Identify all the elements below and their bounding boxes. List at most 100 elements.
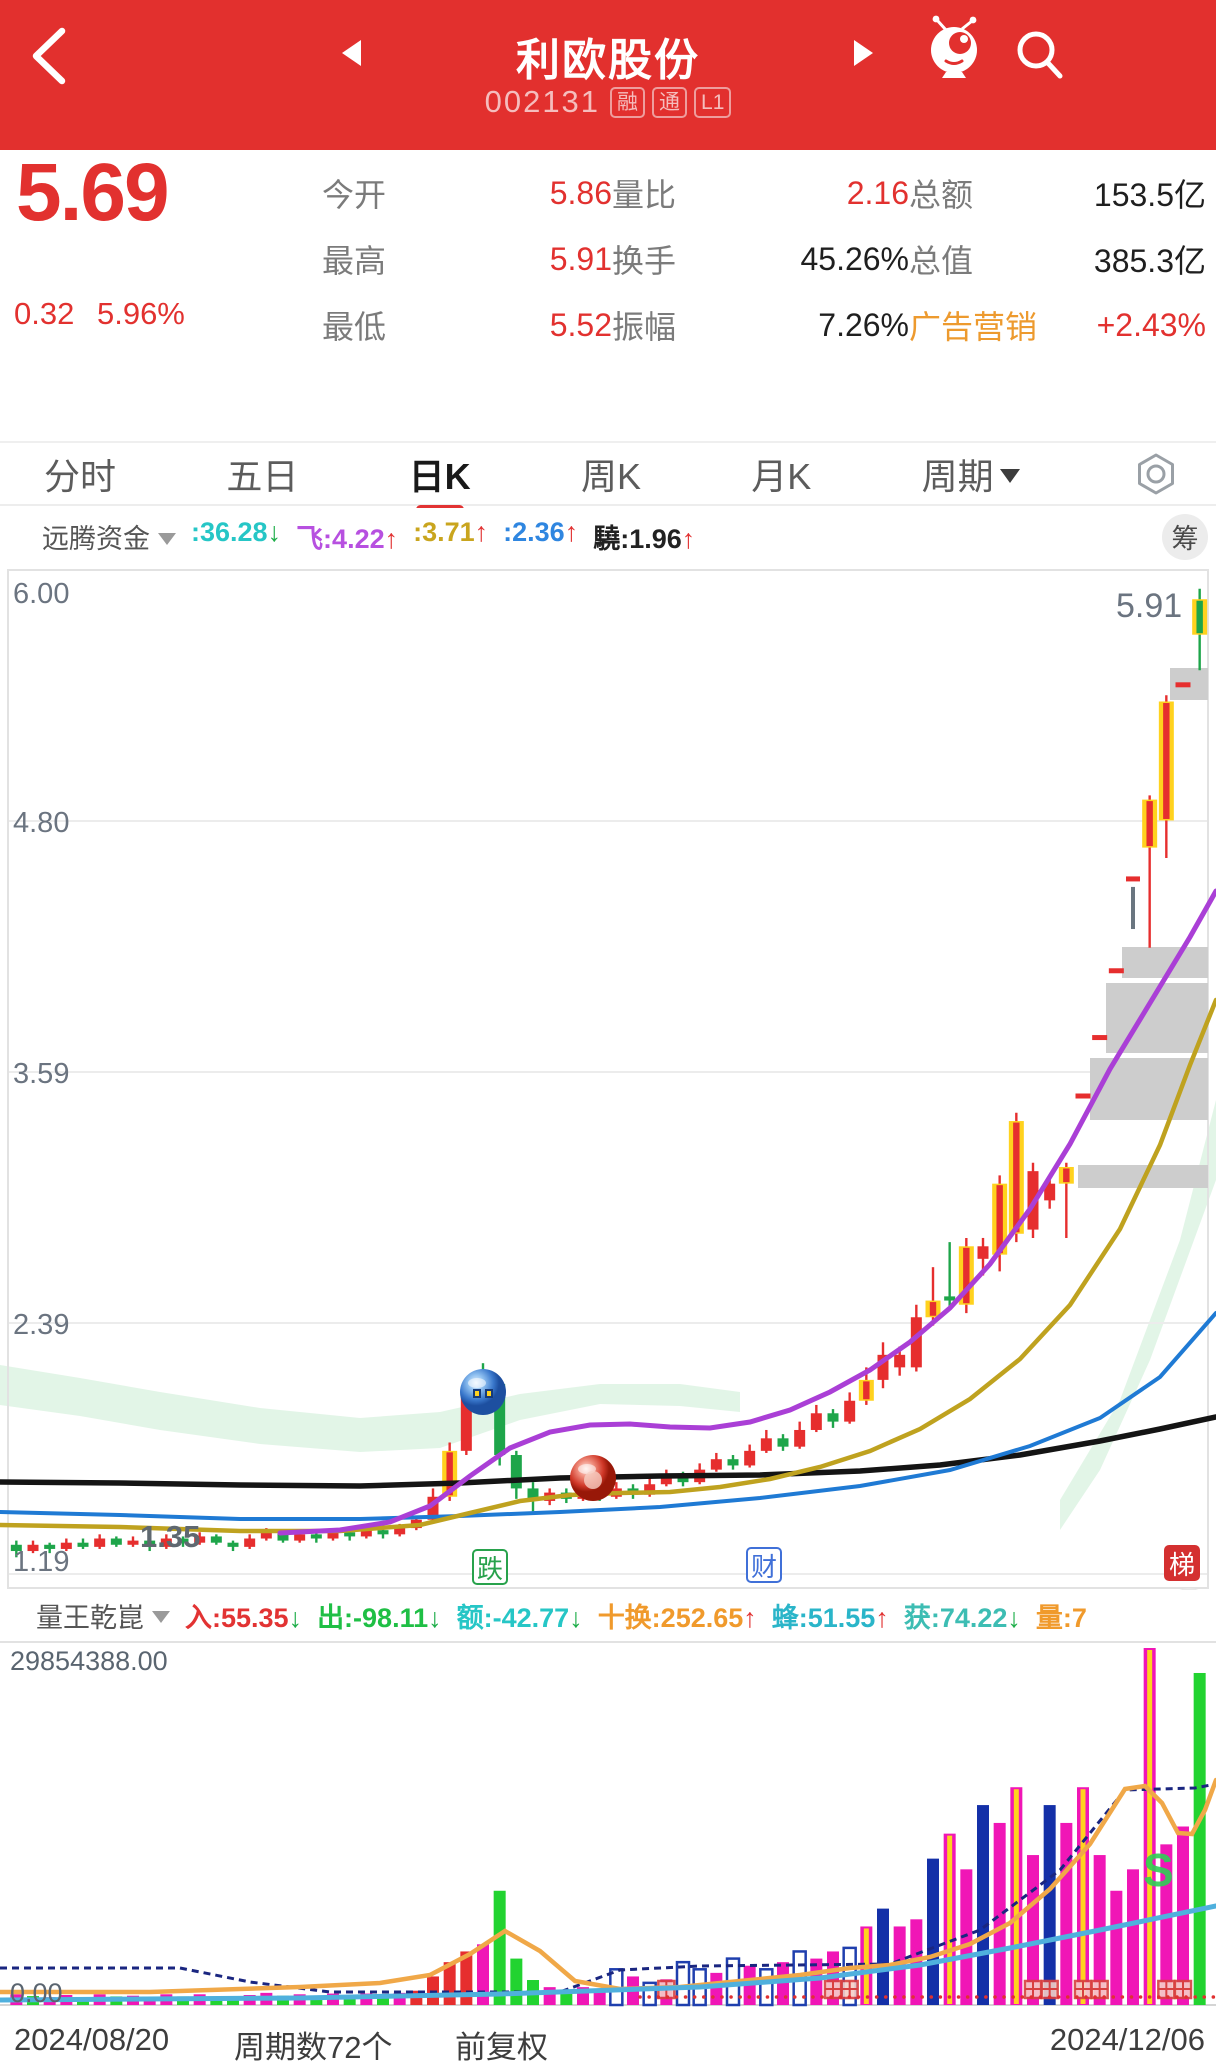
change-amount: 0.32 bbox=[14, 296, 75, 331]
stat-value: 385.3亿 bbox=[1093, 243, 1206, 279]
ref-price-label: 1.35 bbox=[140, 1519, 200, 1554]
ma-lines-layer bbox=[0, 888, 1216, 1536]
indicator-value: 额:-42.77↓ bbox=[456, 1602, 583, 1633]
board-zone-boxes bbox=[1078, 668, 1208, 1188]
tab-label: 周K bbox=[580, 456, 641, 497]
svg-text:3.59: 3.59 bbox=[13, 1058, 69, 1090]
prev-stock-icon[interactable] bbox=[342, 40, 361, 66]
stat-value: 5.86 bbox=[549, 174, 612, 211]
ma-line-blue bbox=[0, 1311, 1216, 1521]
stat-value: +2.43% bbox=[1096, 306, 1206, 343]
price-change: 0.32 5.96% bbox=[14, 296, 185, 332]
indicator-value: 驍:1.96↑ bbox=[593, 524, 696, 554]
volume-max-label: 29854388.00 bbox=[10, 1646, 168, 1676]
mascot-robot-icon[interactable] bbox=[924, 14, 986, 82]
tab-label: 分时 bbox=[44, 456, 117, 497]
indicator-value: 入:55.35↓ bbox=[185, 1602, 303, 1633]
chevron-down-icon bbox=[158, 532, 176, 545]
volume-min-label: 0.00 bbox=[10, 1978, 63, 2008]
axis-start-date: 2024/08/20 bbox=[14, 2022, 170, 2057]
green-band-layer bbox=[0, 1100, 1216, 1530]
tab-日K[interactable]: 日K bbox=[409, 448, 471, 514]
indicator1-values: :36.28↓ 飞:4.22↑ :3.71↑ :2.36↑ 驍:1.96↑ bbox=[191, 517, 695, 556]
tab-label: 月K bbox=[751, 456, 812, 497]
quote-stats-row: 最高 5.91 换手 45.26% 总值 385.3亿 bbox=[322, 226, 1206, 292]
back-icon[interactable] bbox=[26, 24, 74, 88]
indicator-value: :3.71↑ bbox=[413, 517, 489, 547]
stat-value: 7.26% bbox=[818, 306, 909, 343]
page-title: 利欧股份 bbox=[516, 36, 700, 85]
tab-月K[interactable]: 月K bbox=[751, 448, 811, 500]
volume-lightblue-ma-line bbox=[0, 1903, 1216, 2003]
kline-chart-canvas[interactable]: 6.00 4.80 3.59 2.39 1.19 5.91 1.35 bbox=[0, 565, 1216, 1590]
event-marker-财[interactable]: 财 bbox=[746, 1547, 782, 1583]
tab-分时[interactable]: 分时 bbox=[44, 448, 116, 500]
tab-周K[interactable]: 周K bbox=[581, 448, 641, 500]
stat-label: 换手 bbox=[612, 243, 677, 279]
stat-label: 量比 bbox=[612, 177, 677, 213]
arrow-down-icon: ↓ bbox=[267, 517, 282, 547]
indicator2-selector[interactable]: 量王乾崑 bbox=[36, 1596, 170, 1635]
arrow-down-icon: ↓ bbox=[569, 1602, 583, 1633]
chevron-down-icon bbox=[152, 1611, 170, 1623]
adjust-mode-label[interactable]: 前复权 bbox=[455, 2030, 548, 2064]
indicator-value: :2.36↑ bbox=[503, 517, 579, 547]
ma-line-purple bbox=[277, 888, 1216, 1536]
indicator-bar-volume: 量王乾崑 入:55.35↓ 出:-98.11↓ 额:-42.77↓ 十换:252.65… bbox=[0, 1590, 1216, 1640]
settings-hexagon-icon[interactable] bbox=[1130, 448, 1182, 500]
sell-signal-s-marker: S bbox=[1143, 1844, 1174, 1896]
signal-sphere-red[interactable] bbox=[570, 1455, 616, 1501]
tab-五日[interactable]: 五日 bbox=[226, 448, 298, 500]
chip-button-chou[interactable]: 筹 bbox=[1162, 513, 1208, 560]
stock-subtitle: 002131 融通 L1 bbox=[0, 84, 1216, 120]
stat-value: 5.91 bbox=[549, 240, 612, 277]
volume-orange-ma-line bbox=[0, 1777, 1216, 1995]
indicator-value: 蜂:51.55↑ bbox=[771, 1602, 889, 1633]
chevron-down-icon bbox=[999, 469, 1020, 483]
arrow-up-icon: ↑ bbox=[681, 524, 696, 554]
arrow-down-icon: ↓ bbox=[1007, 1602, 1021, 1633]
stock-badge: L1 bbox=[694, 86, 732, 118]
indicator-value: 量:7 bbox=[1035, 1602, 1087, 1633]
indicator-value: :36.28↓ bbox=[191, 517, 282, 547]
arrow-up-icon: ↑ bbox=[875, 1602, 889, 1633]
arrow-up-icon: ↑ bbox=[384, 524, 399, 554]
indicator-value: 出:-98.11↓ bbox=[317, 1602, 442, 1633]
stat-value: 5.52 bbox=[549, 306, 612, 343]
volume-chart-canvas[interactable]: S 29854388.00 0.00 bbox=[0, 1640, 1216, 2012]
event-marker-跌[interactable]: 跌 bbox=[472, 1549, 508, 1585]
volume-bars-layer bbox=[10, 1648, 1206, 2007]
indicator-value: 飞:4.22↑ bbox=[296, 524, 399, 554]
indicator2-values: 入:55.35↓ 出:-98.11↓ 额:-42.77↓ 十换:252.65↑ 蜂:51… bbox=[185, 1596, 1087, 1635]
arrow-down-icon: ↓ bbox=[428, 1602, 442, 1633]
arrow-up-icon: ↑ bbox=[474, 517, 489, 547]
app-header: 利欧股份 002131 融通 L1 bbox=[0, 0, 1216, 150]
indicator-bar-main: 远腾资金 :36.28↓ 飞:4.22↑ :3.71↑ :2.36↑ 驍:1.96↑ 筹 bbox=[0, 508, 1216, 565]
stock-badge: 融 bbox=[610, 86, 646, 118]
ma-line-black bbox=[0, 1414, 1216, 1489]
divider bbox=[0, 441, 1216, 443]
svg-text:6.00: 6.00 bbox=[13, 578, 69, 610]
search-icon[interactable] bbox=[1012, 26, 1068, 84]
indicator1-selector[interactable]: 远腾资金 bbox=[42, 517, 176, 556]
svg-text:2.39: 2.39 bbox=[13, 1309, 69, 1341]
tab-label: 五日 bbox=[226, 456, 299, 497]
event-marker-梯[interactable]: 梯 bbox=[1164, 1545, 1200, 1581]
arrow-down-icon: ↓ bbox=[288, 1602, 303, 1633]
quote-stats-row: 最低 5.52 振幅 7.26% 广告营销 +2.43% bbox=[322, 292, 1206, 358]
stock-badge: 通 bbox=[652, 86, 688, 118]
quote-stats-row: 今开 5.86 量比 2.16 总额 153.5亿 bbox=[322, 160, 1206, 226]
stat-label: 最低 bbox=[322, 309, 387, 345]
next-stock-icon[interactable] bbox=[854, 40, 873, 66]
svg-text:1.19: 1.19 bbox=[13, 1546, 69, 1578]
arrow-up-icon: ↑ bbox=[743, 1602, 757, 1633]
stat-label: 最高 bbox=[322, 243, 387, 279]
tab-period-dropdown[interactable]: 周期 bbox=[922, 448, 1020, 500]
change-percent: 5.96% bbox=[96, 296, 185, 331]
stat-label: 总值 bbox=[909, 243, 974, 279]
grid-layer bbox=[7, 569, 1209, 1589]
signal-sphere-blue[interactable] bbox=[460, 1369, 506, 1415]
current-price: 5.69 bbox=[16, 147, 170, 238]
stat-label: 今开 bbox=[322, 177, 387, 213]
